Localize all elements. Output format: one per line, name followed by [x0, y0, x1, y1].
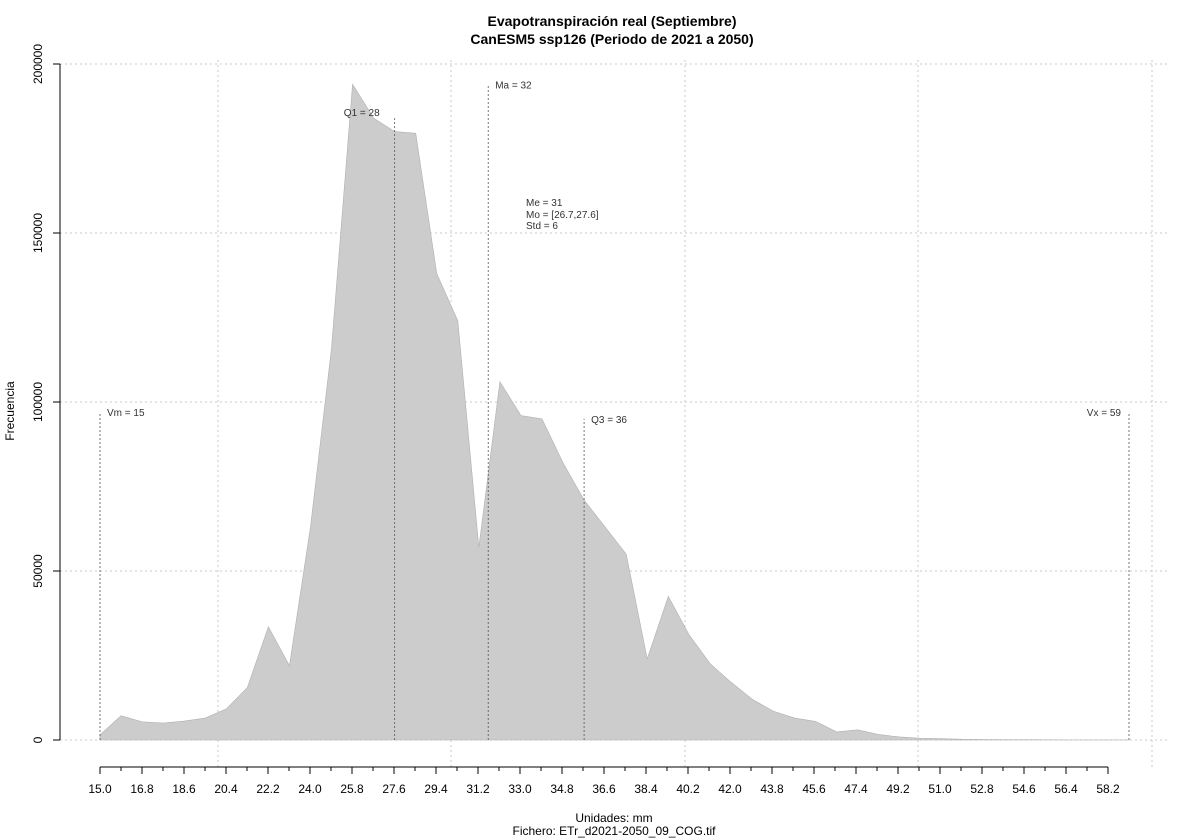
x-tick-label: 43.8: [760, 782, 784, 796]
marker-label: Q3 = 36: [591, 415, 627, 426]
axes: 0 50000 100000 150000 200000 15.0 16.8 18.6 20.4…: [31, 44, 1120, 796]
x-tick-label: 20.4: [214, 782, 238, 796]
x-tick-label: 36.6: [592, 782, 616, 796]
x-tick-label: 18.6: [172, 782, 196, 796]
file-caption: Fichero: ETr_d2021-2050_09_COG.tif: [513, 824, 717, 838]
x-tick-label: 56.4: [1054, 782, 1078, 796]
marker-label: Vx = 59: [1087, 408, 1122, 419]
stat-mode: Mo = [26.7,27.6]: [526, 210, 599, 221]
x-tick-label: 45.6: [802, 782, 826, 796]
y-axis-label: Frecuencia: [3, 381, 17, 441]
x-tick-label: 42.0: [718, 782, 742, 796]
marker-label: Vm = 15: [107, 408, 145, 419]
x-tick-label: 49.2: [886, 782, 910, 796]
marker-lines: Vm = 15 Q1 = 28 Ma = 32 Q3 = 36 Vx = 59: [99, 80, 1130, 740]
x-axis-label: Unidades: mm: [575, 811, 652, 825]
y-tick-label: 200000: [31, 44, 45, 84]
x-tick-label: 31.2: [466, 782, 490, 796]
x-tick-label: 29.4: [424, 782, 448, 796]
x-tick-label: 47.4: [844, 782, 868, 796]
y-tick-label: 0: [31, 736, 45, 743]
histogram-area: [99, 83, 1130, 741]
x-tick-label: 22.2: [256, 782, 280, 796]
y-tick-label: 100000: [31, 382, 45, 422]
chart-subtitle: CanESM5 ssp126 (Periodo de 2021 a 2050): [470, 31, 753, 47]
frequency-area: [99, 83, 1130, 741]
x-tick-label: 33.0: [508, 782, 532, 796]
x-tick-label: 25.8: [340, 782, 364, 796]
x-tick-label: 40.2: [676, 782, 700, 796]
marker-label: Q1 = 28: [344, 108, 380, 119]
x-tick-label: 52.8: [970, 782, 994, 796]
chart-title: Evapotranspiración real (Septiembre): [488, 13, 737, 29]
x-tick-label: 34.8: [550, 782, 574, 796]
y-tick-label: 50000: [31, 554, 45, 588]
x-tick-label: 54.6: [1012, 782, 1036, 796]
x-tick-label: 58.2: [1096, 782, 1120, 796]
x-tick-label: 27.6: [382, 782, 406, 796]
x-tick-label: 51.0: [928, 782, 952, 796]
y-tick-label: 150000: [31, 213, 45, 253]
stat-std: Std = 6: [526, 221, 558, 232]
x-tick-label: 38.4: [634, 782, 658, 796]
marker-label: Ma = 32: [495, 80, 532, 91]
x-tick-label: 16.8: [130, 782, 154, 796]
stat-median: Me = 31: [526, 198, 563, 209]
x-tick-label: 15.0: [88, 782, 112, 796]
x-tick-label: 24.0: [298, 782, 322, 796]
